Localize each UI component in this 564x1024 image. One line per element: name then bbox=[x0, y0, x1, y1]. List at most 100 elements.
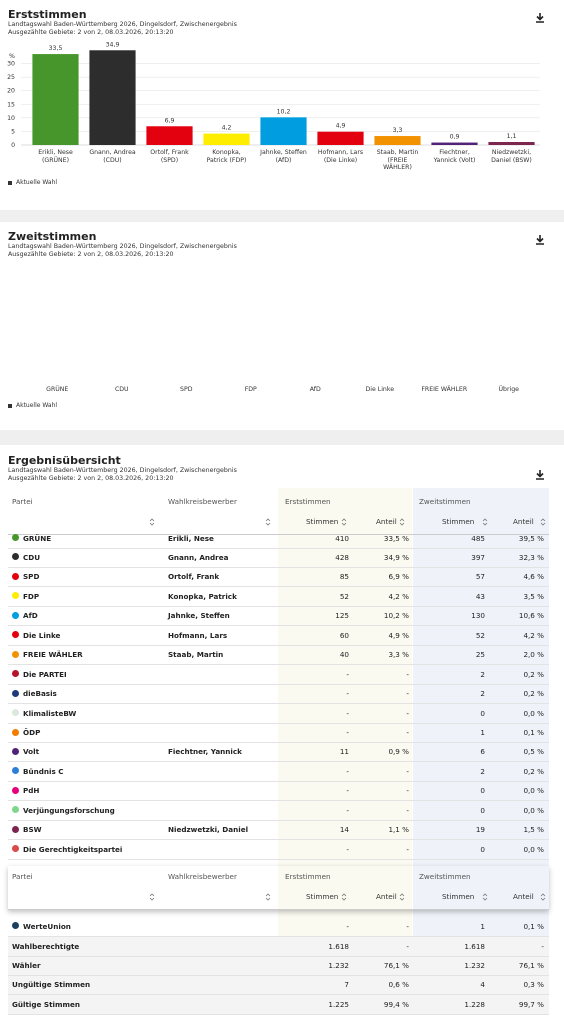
sort-button[interactable] bbox=[399, 518, 405, 526]
cell-first-votes: - bbox=[346, 669, 349, 679]
cell-second-share: 0,2 % bbox=[523, 689, 544, 699]
party-name: dieBasis bbox=[23, 689, 57, 699]
cell-first-share: - bbox=[406, 844, 409, 854]
chart-subtitle: Ausgezählte Gebiete: 2 von 2, 08.03.2026… bbox=[8, 29, 174, 36]
cell-first-votes: 410 bbox=[335, 533, 349, 543]
cell-first-share: 0,6 % bbox=[388, 980, 409, 990]
party-dot bbox=[12, 767, 19, 775]
cell-second-share: 0,2 % bbox=[523, 669, 544, 679]
cell-second-share: 0,0 % bbox=[523, 844, 544, 854]
candidate: Hofmann, Lars bbox=[168, 630, 228, 640]
first-vote-band bbox=[278, 488, 412, 936]
sort-button[interactable] bbox=[482, 893, 488, 901]
header-rule bbox=[8, 909, 549, 910]
party-name: Die Linke bbox=[23, 630, 61, 640]
x-tick-label: Gnann, Andrea (CDU) bbox=[89, 149, 136, 164]
chart-subtitle: Landtagswahl Baden-Württemberg 2026, Din… bbox=[8, 243, 237, 250]
cell-first-votes: - bbox=[346, 844, 349, 854]
header-second: Zweitstimmen bbox=[419, 497, 471, 506]
sort-button[interactable] bbox=[149, 518, 155, 526]
cell-first-votes: - bbox=[346, 805, 349, 815]
party-name: Die Gerechtigkeitspartei bbox=[23, 844, 123, 854]
cell-second-votes: 0 bbox=[480, 708, 485, 718]
party-dot bbox=[12, 747, 19, 755]
cell-second-share: 0,0 % bbox=[523, 805, 544, 815]
candidate: Niedzwetzki, Daniel bbox=[168, 825, 249, 835]
party-dot bbox=[12, 825, 19, 833]
candidate: Fiechtner, Yannick bbox=[168, 747, 242, 757]
chart-subtitle: Landtagswahl Baden-Württemberg 2026, Din… bbox=[8, 21, 237, 28]
cell-first-votes: - bbox=[346, 786, 349, 796]
cell-second-votes: 4 bbox=[480, 980, 485, 990]
cell-first-share: - bbox=[406, 708, 409, 718]
sort-button[interactable] bbox=[399, 893, 405, 901]
cell-first-share: - bbox=[406, 921, 409, 931]
cell-first-share: - bbox=[406, 941, 409, 951]
cell-first-share: 6,9 % bbox=[388, 572, 409, 582]
cell-second-share: - bbox=[541, 941, 544, 951]
chart-title: Zweitstimmen bbox=[8, 230, 97, 243]
sort-button[interactable] bbox=[341, 893, 347, 901]
party-dot bbox=[12, 592, 19, 600]
header-first: Erststimmen bbox=[285, 497, 331, 506]
download-button[interactable] bbox=[535, 235, 545, 245]
download-button[interactable] bbox=[535, 470, 545, 480]
cell-first-share: - bbox=[406, 805, 409, 815]
value-label: 4,9 bbox=[336, 123, 346, 130]
cell-second-votes: 1.232 bbox=[464, 960, 485, 970]
x-tick-label: Staab, Martin (FREIE WÄHLER) bbox=[376, 149, 419, 171]
cell-first-votes: - bbox=[346, 766, 349, 776]
party-name: WerteUnion bbox=[23, 921, 71, 931]
sort-button[interactable] bbox=[540, 893, 546, 901]
cell-second-votes: 6 bbox=[480, 747, 485, 757]
table-header: Partei Wahlkreisbewerber Erststimmen Zweits… bbox=[8, 866, 549, 910]
download-icon bbox=[536, 235, 544, 245]
party-name: Bündnis C bbox=[23, 766, 64, 776]
party-dot bbox=[12, 806, 19, 814]
cell-second-votes: 43 bbox=[475, 591, 485, 601]
header-candidate: Wahlkreisbewerber bbox=[168, 872, 237, 881]
sort-button[interactable] bbox=[265, 893, 271, 901]
party-dot bbox=[12, 922, 19, 929]
cell-second-votes: 2 bbox=[480, 766, 485, 776]
header-candidate: Wahlkreisbewerber bbox=[168, 497, 237, 506]
party-name: GRÜNE bbox=[23, 533, 52, 543]
x-tick-label: Niedzwetzki, Daniel (BSW) bbox=[491, 149, 532, 164]
cell-first-votes: - bbox=[346, 689, 349, 699]
x-tick-label: AfD bbox=[309, 386, 321, 393]
y-tick-label: 20 bbox=[7, 88, 15, 95]
sort-icon bbox=[399, 893, 405, 901]
header-sub: Stimmen bbox=[306, 517, 339, 526]
table-row: Die PARTEI - - 2 0,2 % bbox=[8, 665, 549, 685]
legend: Aktuelle Wahl bbox=[8, 179, 57, 186]
value-label: 4,2 bbox=[222, 125, 232, 132]
sort-button[interactable] bbox=[482, 518, 488, 526]
party-name: FDP bbox=[23, 591, 40, 601]
table-row: AfD Jahnke, Steffen 125 10,2 % 130 10,6 % bbox=[8, 606, 549, 627]
table-row: PdH - - 0 0,0 % bbox=[8, 781, 549, 802]
cell-second-share: 4,6 % bbox=[523, 572, 544, 582]
table-row: Die Linke Hofmann, Lars 60 4,9 % 52 4,2 % bbox=[8, 626, 549, 646]
legend-label: Aktuelle Wahl bbox=[16, 179, 58, 186]
cell-second-votes: 1 bbox=[480, 728, 485, 737]
cell-second-votes: 130 bbox=[471, 611, 485, 621]
cell-second-votes: 2 bbox=[480, 669, 485, 679]
sort-button[interactable] bbox=[265, 518, 271, 526]
candidate: Ortolf, Frank bbox=[168, 572, 220, 582]
cell-second-share: 39,5 % bbox=[518, 533, 544, 543]
sort-button[interactable] bbox=[149, 893, 155, 901]
download-button[interactable] bbox=[535, 13, 545, 23]
candidate: Staab, Martin bbox=[168, 650, 224, 660]
party-name: SPD bbox=[23, 572, 40, 582]
table-row: Gültige Stimmen 1.225 99,4 % 1.228 99,7 % bbox=[8, 995, 549, 1015]
cell-second-share: 32,3 % bbox=[518, 552, 544, 562]
legend: Aktuelle Wahl bbox=[8, 402, 57, 409]
bar bbox=[431, 142, 478, 145]
party-dot bbox=[12, 709, 19, 717]
sort-button[interactable] bbox=[341, 518, 347, 526]
sort-button[interactable] bbox=[540, 518, 546, 526]
table-row: Bündnis C - - 2 0,2 % bbox=[8, 762, 549, 782]
cell-second-share: 10,6 % bbox=[518, 611, 544, 621]
table-row: CDU Gnann, Andrea 428 34,9 % 397 32,3 % bbox=[8, 548, 549, 568]
x-tick-label: Erikli, Nese (GRÜNE) bbox=[38, 149, 73, 164]
